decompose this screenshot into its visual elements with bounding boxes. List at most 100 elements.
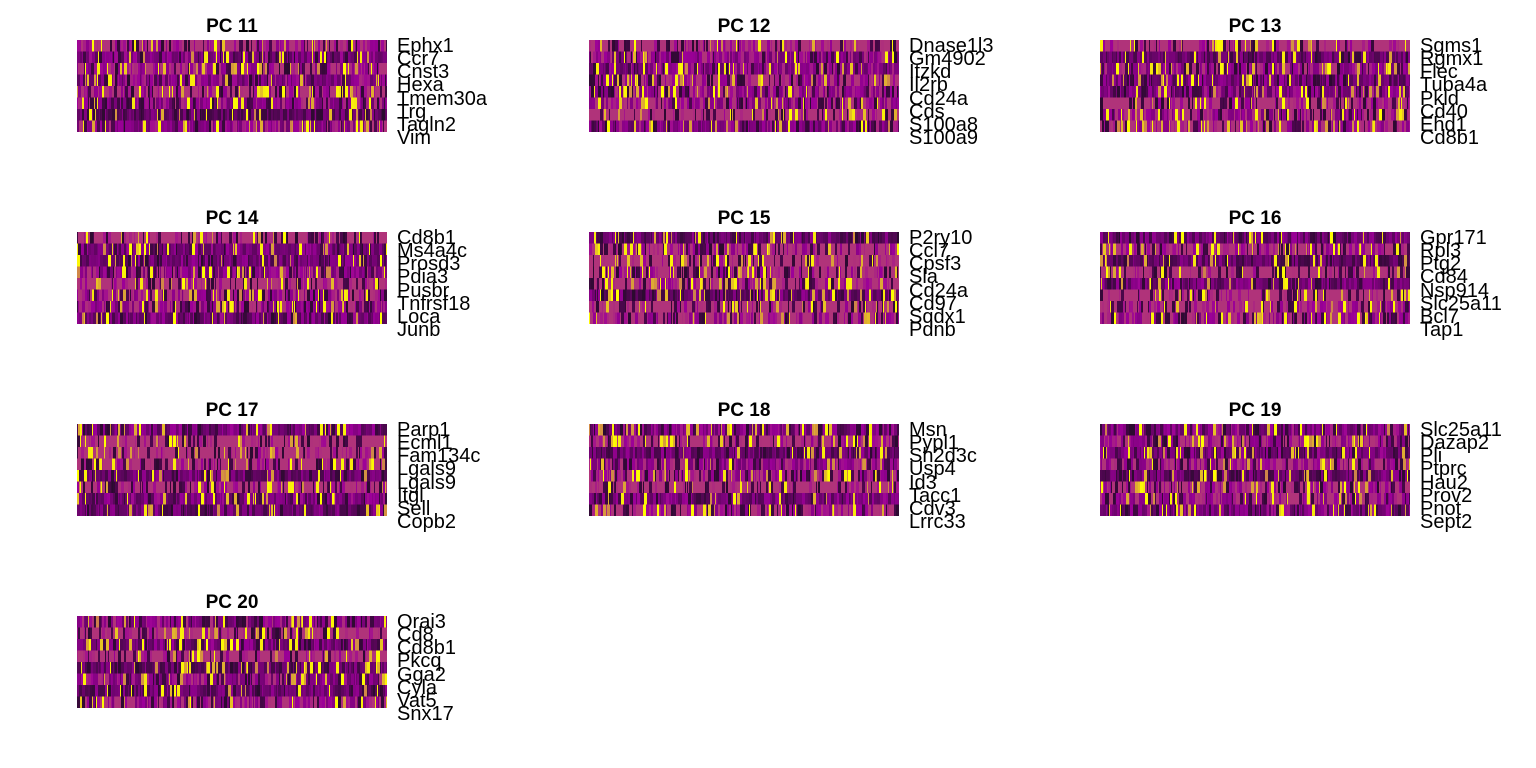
heatmap-row <box>589 458 899 471</box>
panel-title: PC 15 <box>717 208 771 229</box>
gene-label: Snx17 <box>397 703 454 725</box>
gene-label: Pnot <box>1420 497 1462 520</box>
gene-label: Sla <box>909 266 938 289</box>
heatmap-row <box>77 673 387 686</box>
gene-label: Cdv3 <box>909 497 956 520</box>
gene-label: Lgals9 <box>397 471 456 494</box>
heatmap-row <box>1100 447 1410 460</box>
heatmap-row <box>589 232 899 245</box>
gene-label: Cds <box>909 100 945 123</box>
gene-label: Slc25a11 <box>1420 419 1502 441</box>
gene-label: Ccr7 <box>397 48 440 71</box>
gene-label: Gpr171 <box>1420 227 1487 249</box>
heatmap-row <box>1100 424 1410 437</box>
gene-label: Hexa <box>397 74 444 97</box>
heatmap-row <box>1100 458 1410 471</box>
gene-label: Gga2 <box>397 663 446 686</box>
heatmap-row <box>77 662 387 675</box>
gene-label: Cd97 <box>909 292 957 315</box>
heatmap-row <box>1100 74 1410 87</box>
gene-label: Itgl <box>397 484 424 507</box>
gene-label: Lgals9 <box>397 458 456 481</box>
heatmap-row <box>77 685 387 698</box>
gene-label: Cd8b1 <box>397 227 456 249</box>
gene-label: Trg <box>397 100 427 123</box>
heatmap-row <box>77 447 387 460</box>
heatmap-row <box>77 255 387 268</box>
gene-label: Dazap2 <box>1420 432 1489 455</box>
gene-label: Tnfrsf18 <box>397 292 471 315</box>
gene-label: Loca <box>397 305 441 328</box>
heatmap-row <box>77 493 387 506</box>
heatmap-row <box>77 74 387 87</box>
gene-label: S100a9 <box>909 127 978 149</box>
panel-title: PC 20 <box>205 592 259 613</box>
heatmap-row <box>589 424 899 437</box>
gene-label: Tagln2 <box>397 113 456 136</box>
gene-label: Dnase1l3 <box>909 35 994 57</box>
heatmap <box>77 232 387 324</box>
heatmap-row <box>1100 86 1410 99</box>
heatmap-row <box>1100 109 1410 122</box>
heatmap-row <box>77 424 387 437</box>
heatmap-row <box>589 289 899 302</box>
gene-label: Cd24a <box>909 87 968 110</box>
heatmap-row <box>589 51 899 64</box>
heatmap-row <box>589 63 899 76</box>
heatmap-row <box>1100 120 1410 132</box>
gene-label: Parp1 <box>397 419 451 441</box>
heatmap-row <box>589 243 899 256</box>
heatmap-row <box>1100 481 1410 494</box>
gene-label: Vim <box>397 127 432 149</box>
gene-label: Tacc1 <box>909 484 962 507</box>
gene-label: Tuba4a <box>1420 74 1488 97</box>
heatmap-row <box>77 627 387 640</box>
heatmap-row <box>77 266 387 279</box>
gene-label: Pkld <box>1420 87 1459 110</box>
gene-label: Pli <box>1420 445 1443 468</box>
gene-label: Fam134c <box>397 445 481 468</box>
gene-label: Cd40 <box>1420 100 1468 123</box>
gene-label: Ms4a4c <box>397 240 468 263</box>
heatmap-row <box>1100 312 1410 324</box>
gene-label: P2ry10 <box>909 227 973 249</box>
heatmap-row <box>77 289 387 302</box>
gene-label: Id3 <box>909 471 937 494</box>
heatmap-row <box>589 74 899 87</box>
heatmap-row <box>589 40 899 53</box>
heatmap-row <box>1100 255 1410 268</box>
heatmap-row <box>589 109 899 122</box>
gene-label: Sgms1 <box>1420 35 1483 57</box>
gene-label: Cnst3 <box>397 61 450 84</box>
heatmap-row <box>77 97 387 110</box>
heatmap-row <box>1100 97 1410 110</box>
heatmap <box>77 616 387 708</box>
heatmap-row <box>1100 493 1410 506</box>
heatmap-row <box>1100 40 1410 53</box>
gene-label: Ptg2 <box>1420 253 1462 276</box>
heatmap <box>589 40 899 132</box>
gene-label: Gm4902 <box>909 48 986 71</box>
gene-label: Prosd3 <box>397 253 461 276</box>
heatmap-row <box>77 504 387 516</box>
gene-label: Tap1 <box>1420 319 1464 341</box>
panel-title: PC 13 <box>1228 16 1282 37</box>
heatmap-row <box>1100 266 1410 279</box>
heatmap-row <box>1100 289 1410 302</box>
heatmap-row <box>77 639 387 652</box>
gene-label: Ccl7 <box>909 240 950 263</box>
gene-label: Ecml1 <box>397 432 453 455</box>
heatmap-row <box>77 616 387 629</box>
gene-label: Pdnb <box>909 319 956 341</box>
gene-label: Rpl3 <box>1420 240 1462 263</box>
gene-label: Rgmx1 <box>1420 48 1484 71</box>
heatmap-row <box>1100 243 1410 256</box>
gene-label: Msn <box>909 419 947 441</box>
gene-label: Copb2 <box>397 511 456 533</box>
heatmap-row <box>77 243 387 256</box>
heatmap <box>77 40 387 132</box>
gene-label: Cd8 <box>397 624 434 647</box>
heatmap <box>1100 424 1410 516</box>
gene-label: Pkcq <box>397 650 442 673</box>
